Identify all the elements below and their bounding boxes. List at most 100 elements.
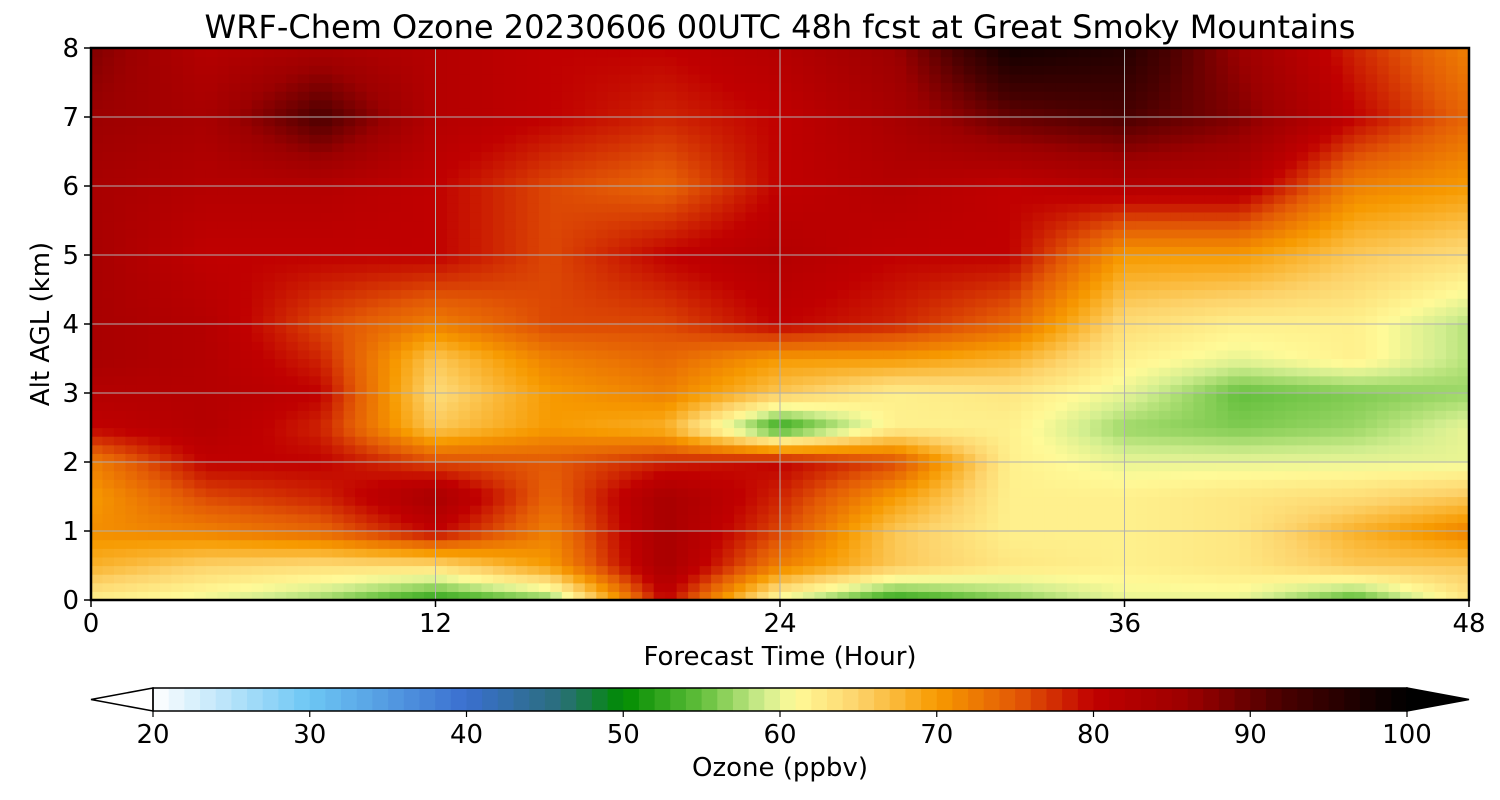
heatmap-cell	[883, 263, 896, 273]
heatmap-cell	[802, 306, 816, 316]
heatmap-cell	[734, 186, 747, 196]
heatmap-cell	[297, 393, 310, 403]
heatmap-cell	[527, 341, 540, 351]
heatmap-cell	[424, 462, 437, 472]
heatmap-cell	[240, 358, 253, 368]
heatmap-cell	[378, 505, 391, 515]
heatmap-cell	[148, 332, 161, 342]
heatmap-cell	[802, 522, 816, 532]
heatmap-cell	[538, 263, 551, 273]
heatmap-cell	[952, 280, 965, 291]
heatmap-cell	[469, 211, 483, 222]
heatmap-cell	[768, 349, 781, 360]
heatmap-cell	[194, 99, 207, 109]
heatmap-cell	[665, 384, 678, 394]
heatmap-cell	[917, 479, 930, 489]
heatmap-cell	[642, 220, 655, 230]
heatmap-cell	[745, 531, 758, 541]
heatmap-cell	[91, 349, 104, 360]
heatmap-cell	[642, 410, 655, 420]
heatmap-cell	[550, 91, 563, 101]
heatmap-cell	[699, 186, 712, 196]
heatmap-cell	[642, 548, 655, 558]
heatmap-cell	[458, 470, 471, 480]
heatmap-cell	[963, 531, 976, 541]
heatmap-cell	[883, 289, 896, 299]
heatmap-cell	[917, 91, 930, 101]
heatmap-cell	[711, 151, 724, 161]
heatmap-cell	[515, 349, 528, 360]
heatmap-cell	[573, 582, 586, 592]
heatmap-cell	[825, 108, 839, 118]
heatmap-cell	[355, 462, 368, 472]
heatmap-cell	[332, 229, 345, 239]
heatmap-cell	[814, 479, 827, 489]
heatmap-cell	[745, 436, 758, 446]
heatmap-cell	[401, 237, 414, 247]
heatmap-cell	[688, 358, 701, 368]
heatmap-cell	[148, 436, 161, 446]
heatmap-cell	[355, 142, 368, 153]
heatmap-cell	[596, 401, 609, 411]
heatmap-cell	[435, 211, 448, 222]
heatmap-cell	[136, 306, 150, 316]
heatmap-cell	[653, 531, 666, 541]
heatmap-cell	[952, 556, 965, 567]
heatmap-cell	[458, 56, 471, 66]
heatmap-cell	[412, 487, 425, 498]
heatmap-cell	[722, 574, 735, 584]
heatmap-cell	[527, 410, 540, 420]
heatmap-cell	[297, 263, 310, 273]
heatmap-cell	[378, 298, 391, 308]
heatmap-cell	[711, 496, 724, 506]
heatmap-cell	[665, 444, 678, 454]
heatmap-cell	[975, 117, 988, 127]
heatmap-cell	[906, 168, 919, 178]
heatmap-cell	[745, 298, 758, 308]
heatmap-cell	[561, 255, 574, 265]
heatmap-cell	[848, 496, 861, 506]
heatmap-cell	[320, 56, 333, 66]
heatmap-cell	[952, 582, 965, 592]
heatmap-cell	[136, 186, 150, 196]
heatmap-cell	[848, 65, 861, 75]
heatmap-cell	[584, 186, 597, 196]
heatmap-cell	[906, 332, 919, 342]
heatmap-cell	[952, 522, 965, 532]
heatmap-cell	[550, 56, 563, 66]
heatmap-cell	[217, 177, 230, 187]
heatmap-cell	[906, 246, 919, 256]
heatmap-cell	[263, 349, 276, 360]
heatmap-cell	[906, 591, 919, 600]
heatmap-cell	[814, 280, 827, 291]
heatmap-cell	[917, 246, 930, 256]
heatmap-cell	[860, 401, 873, 411]
heatmap-cell	[722, 324, 735, 334]
heatmap-cell	[825, 531, 839, 541]
heatmap-cell	[975, 298, 988, 308]
heatmap-cell	[780, 237, 793, 247]
heatmap-cell	[929, 186, 942, 196]
heatmap-cell	[297, 444, 310, 454]
heatmap-cell	[378, 548, 391, 558]
heatmap-cell	[148, 117, 161, 127]
heatmap-cell	[274, 410, 287, 420]
heatmap-cell	[320, 487, 333, 498]
heatmap-cell	[676, 289, 689, 299]
heatmap-cell	[573, 237, 586, 247]
heatmap-cell	[561, 125, 574, 135]
heatmap-cell	[791, 125, 804, 135]
heatmap-cell	[504, 522, 517, 532]
heatmap-cell	[205, 117, 218, 127]
heatmap-cell	[182, 194, 195, 204]
heatmap-cell	[894, 315, 907, 325]
heatmap-cell	[297, 574, 310, 584]
heatmap-cell	[355, 229, 368, 239]
heatmap-cell	[894, 349, 907, 360]
heatmap-cell	[711, 531, 724, 541]
heatmap-cell	[527, 82, 540, 92]
heatmap-cell	[952, 531, 965, 541]
heatmap-cell	[263, 246, 276, 256]
heatmap-cell	[802, 574, 816, 584]
heatmap-cell	[286, 91, 299, 101]
